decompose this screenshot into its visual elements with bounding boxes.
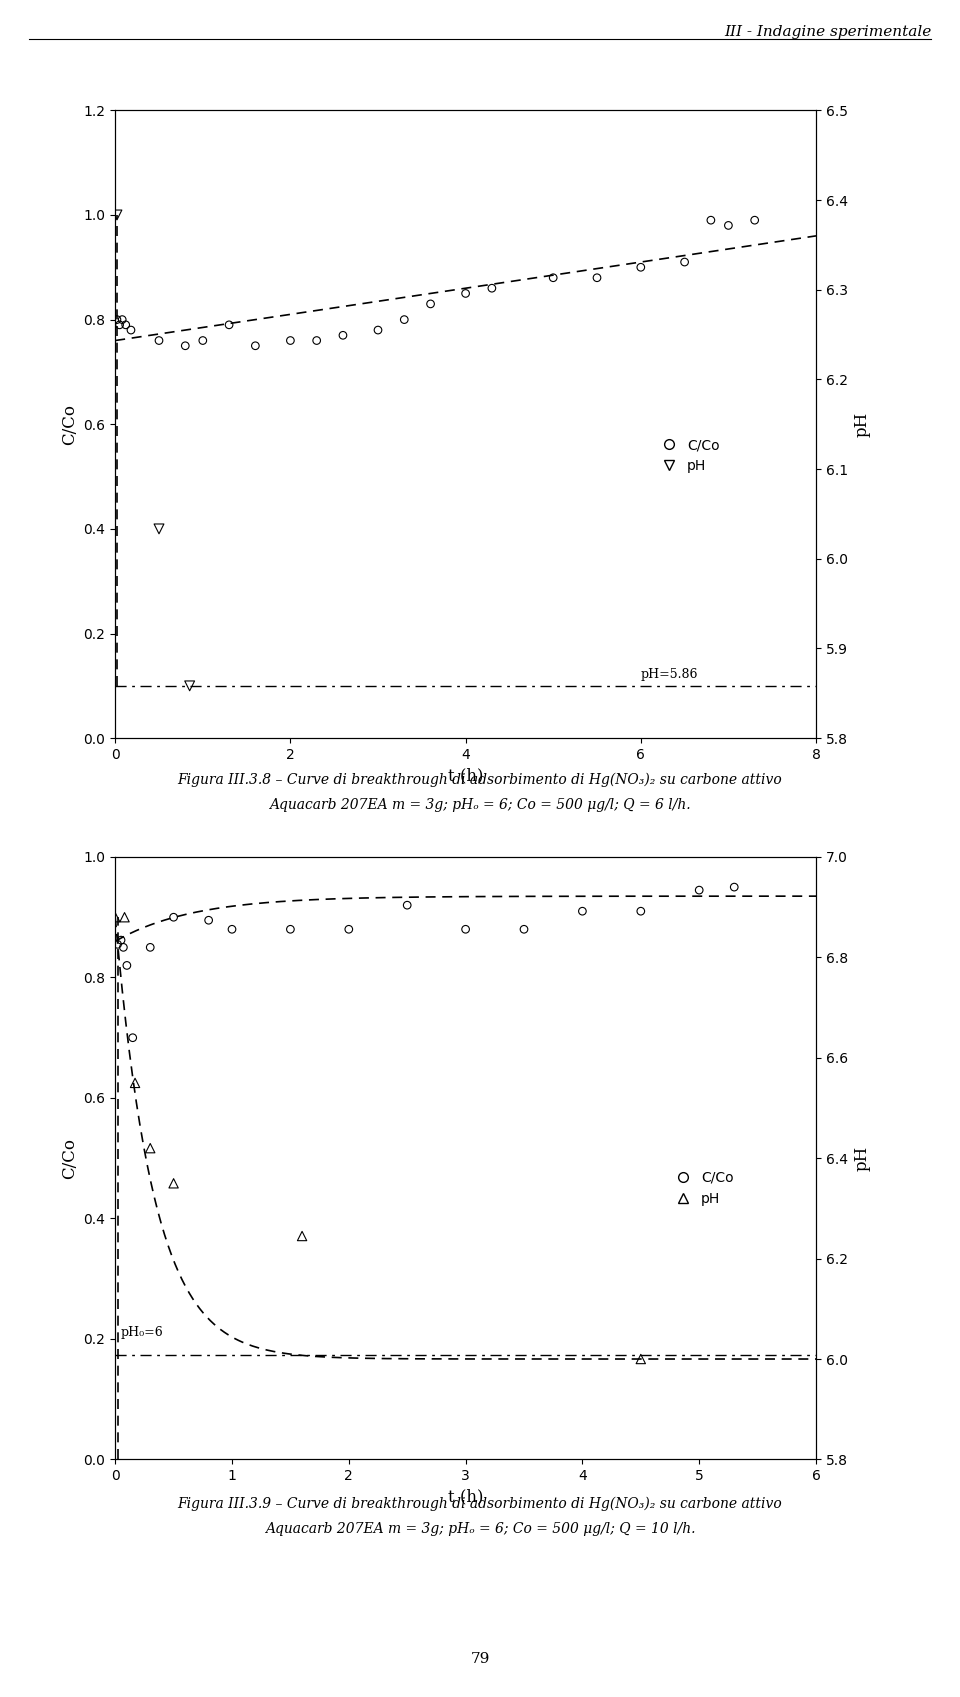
Point	[195, 328, 210, 355]
Point	[575, 898, 590, 925]
X-axis label: t (h): t (h)	[448, 1488, 483, 1505]
Point	[117, 903, 132, 930]
Point	[116, 933, 132, 961]
Point	[335, 322, 350, 350]
Point	[119, 952, 134, 979]
Point	[634, 255, 649, 282]
Point	[282, 328, 298, 355]
Point	[109, 202, 125, 229]
Text: Aquacarb 207EA m = 3g; pHₒ = 6; Co = 500 μg/l; Q = 10 l/h.: Aquacarb 207EA m = 3g; pHₒ = 6; Co = 500…	[265, 1522, 695, 1536]
Point	[125, 1025, 140, 1052]
Text: Figura III.3.9 – Curve di breakthrough di adsorbimento di Hg(NO₃)₂ su carbone at: Figura III.3.9 – Curve di breakthrough d…	[178, 1497, 782, 1510]
Point	[634, 1346, 649, 1373]
Point	[152, 516, 167, 543]
Point	[282, 916, 298, 944]
Point	[341, 916, 356, 944]
Point	[225, 916, 240, 944]
Text: 79: 79	[470, 1653, 490, 1666]
Point	[109, 305, 125, 333]
Point	[396, 305, 412, 333]
Point	[166, 1169, 181, 1196]
Text: Aquacarb 207EA m = 3g; pHₒ = 6; Co = 500 μg/l; Q = 6 l/h.: Aquacarb 207EA m = 3g; pHₒ = 6; Co = 500…	[269, 798, 691, 811]
Y-axis label: pH: pH	[853, 412, 871, 436]
Point	[114, 305, 130, 333]
Point	[634, 898, 649, 925]
Y-axis label: C/Co: C/Co	[60, 404, 78, 445]
Point	[589, 265, 605, 292]
Point	[166, 903, 181, 930]
Legend: C/Co, pH: C/Co, pH	[663, 1166, 739, 1212]
Point	[458, 916, 473, 944]
Y-axis label: pH: pH	[853, 1145, 871, 1171]
Point	[721, 212, 736, 239]
Point	[727, 874, 742, 901]
Point	[399, 891, 415, 918]
Point	[113, 927, 129, 954]
Point	[295, 1222, 310, 1249]
Point	[128, 1069, 143, 1096]
Text: pH₀=6: pH₀=6	[121, 1325, 164, 1339]
Point	[178, 333, 193, 360]
Point	[182, 672, 198, 699]
Point	[545, 265, 561, 292]
Point	[248, 333, 263, 360]
Point	[152, 328, 167, 355]
Point	[422, 290, 438, 317]
Text: III - Indagine sperimentale: III - Indagine sperimentale	[724, 25, 931, 39]
X-axis label: t (h): t (h)	[448, 767, 483, 784]
Point	[201, 906, 216, 933]
Y-axis label: C/Co: C/Co	[60, 1137, 78, 1179]
Point	[747, 207, 762, 234]
Point	[108, 903, 123, 930]
Point	[112, 311, 128, 338]
Point	[222, 311, 237, 338]
Point	[458, 280, 473, 307]
Point	[691, 877, 707, 905]
Point	[516, 916, 532, 944]
Point	[484, 275, 499, 302]
Legend: C/Co, pH: C/Co, pH	[649, 433, 725, 479]
Point	[371, 316, 386, 343]
Point	[677, 248, 692, 275]
Point	[142, 933, 157, 961]
Point	[703, 207, 718, 234]
Text: Figura III.3.8 – Curve di breakthrough di adsorbimento di Hg(NO₃)₂ su carbone at: Figura III.3.8 – Curve di breakthrough d…	[178, 772, 782, 786]
Point	[123, 316, 138, 343]
Point	[309, 328, 324, 355]
Point	[118, 311, 133, 338]
Point	[142, 1135, 157, 1162]
Text: pH=5.86: pH=5.86	[641, 667, 698, 680]
Point	[109, 930, 125, 957]
